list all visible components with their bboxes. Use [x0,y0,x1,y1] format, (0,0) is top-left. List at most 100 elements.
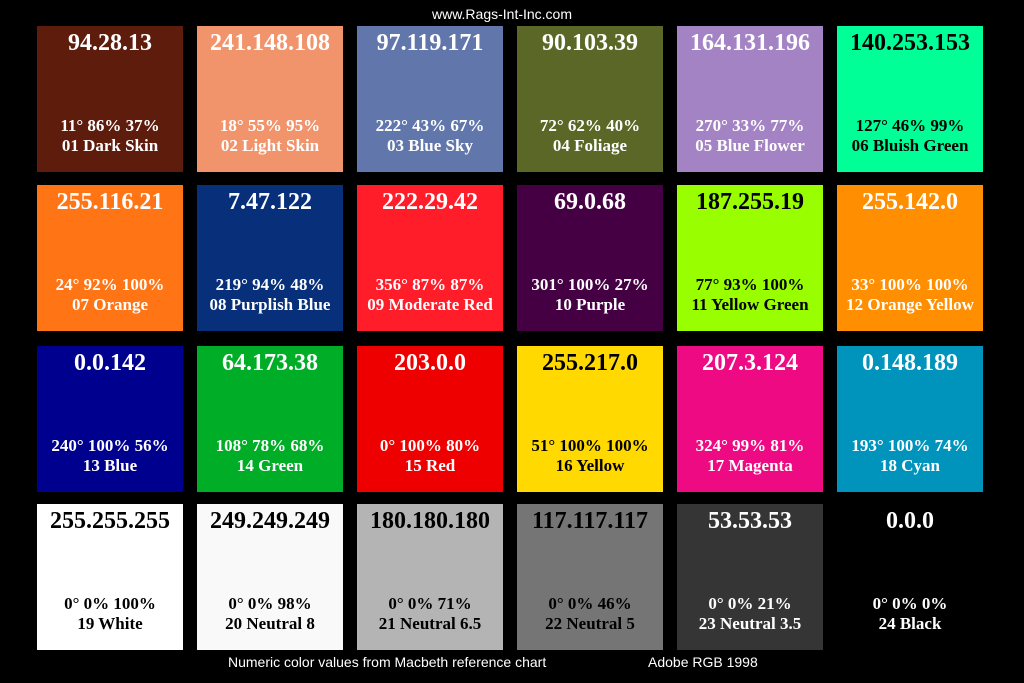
swatch-hsv-value: 0° 0% 0% [872,594,948,613]
swatch-name: 13 Blue [82,456,138,475]
color-swatch: 255.217.0 51° 100% 100% 16 Yellow [517,346,663,492]
swatch-rgb-value: 222.29.42 [382,189,478,215]
swatch-name: 05 Blue Flower [695,136,805,155]
color-swatch: 0.0.142 240° 100% 56% 13 Blue [37,346,183,492]
swatch-hsv-value: 0° 0% 21% [708,594,792,613]
swatch-rgb-value: 249.249.249 [210,508,330,534]
swatch-name: 23 Neutral 3.5 [698,614,802,633]
swatch-rgb-value: 255.255.255 [50,508,170,534]
swatch-name: 09 Moderate Red [367,295,493,314]
swatch-name: 01 Dark Skin [61,136,159,155]
swatch-rgb-value: 187.255.19 [696,189,804,215]
chart-caption: Numeric color values from Macbeth refere… [228,654,547,670]
swatch-hsv-value: 356° 87% 87% [375,275,485,294]
swatch-hsv-value: 0° 0% 71% [388,594,472,613]
swatch-name: 02 Light Skin [220,136,320,155]
swatch-hsv-value: 324° 99% 81% [695,436,805,455]
color-swatch: 241.148.108 18° 55% 95% 02 Light Skin [197,26,343,172]
color-swatch: 203.0.0 0° 100% 80% 15 Red [357,346,503,492]
swatch-name: 18 Cyan [880,456,940,475]
swatch-hsv-value: 193° 100% 74% [851,436,969,455]
swatch-rgb-value: 0.148.189 [862,350,958,376]
swatch-rgb-value: 90.103.39 [542,30,638,56]
swatch-rgb-value: 97.119.171 [376,30,484,56]
color-swatch: 222.29.42 356° 87% 87% 09 Moderate Red [357,185,503,331]
color-swatch: 90.103.39 72° 62% 40% 04 Foliage [517,26,663,172]
swatch-rgb-value: 53.53.53 [708,508,792,534]
swatch-hsv-value: 219° 94% 48% [215,275,325,294]
swatch-name: 06 Bluish Green [851,136,969,155]
swatch-name: 14 Green [236,456,304,475]
swatch-hsv-value: 24° 92% 100% [55,275,165,294]
swatch-name: 24 Black [878,614,942,633]
color-swatch: 0.0.0 0° 0% 0% 24 Black [837,504,983,650]
color-swatch: 164.131.196 270° 33% 77% 05 Blue Flower [677,26,823,172]
color-swatch: 0.148.189 193° 100% 74% 18 Cyan [837,346,983,492]
swatch-hsv-value: 222° 43% 67% [375,116,485,135]
color-swatch: 117.117.117 0° 0% 46% 22 Neutral 5 [517,504,663,650]
swatch-rgb-value: 207.3.124 [702,350,798,376]
swatch-hsv-value: 51° 100% 100% [531,436,649,455]
swatch-name: 16 Yellow [555,456,625,475]
swatch-rgb-value: 7.47.122 [228,189,312,215]
swatch-rgb-value: 0.0.0 [886,508,934,534]
color-swatch: 53.53.53 0° 0% 21% 23 Neutral 3.5 [677,504,823,650]
swatch-hsv-value: 33° 100% 100% [851,275,969,294]
swatch-hsv-value: 127° 46% 99% [855,116,965,135]
swatch-name: 19 White [77,614,143,633]
swatch-name: 20 Neutral 8 [225,614,315,633]
swatch-name: 08 Purplish Blue [209,295,331,314]
swatch-rgb-value: 255.142.0 [862,189,958,215]
swatch-name: 07 Orange [71,295,149,314]
site-url: www.Rags-Int-Inc.com [431,6,573,22]
color-swatch: 187.255.19 77° 93% 100% 11 Yellow Green [677,185,823,331]
swatch-rgb-value: 117.117.117 [531,508,649,534]
swatch-hsv-value: 0° 0% 46% [548,594,632,613]
color-swatch: 69.0.68 301° 100% 27% 10 Purple [517,185,663,331]
swatch-rgb-value: 0.0.142 [74,350,146,376]
color-space-label: Adobe RGB 1998 [648,654,758,670]
color-swatch: 180.180.180 0° 0% 71% 21 Neutral 6.5 [357,504,503,650]
swatch-name: 10 Purple [554,295,626,314]
swatch-name: 21 Neutral 6.5 [378,614,482,633]
swatch-rgb-value: 69.0.68 [554,189,626,215]
color-swatch: 94.28.13 11° 86% 37% 01 Dark Skin [37,26,183,172]
swatch-name: 03 Blue Sky [387,136,473,155]
swatch-hsv-value: 0° 0% 100% [64,594,156,613]
swatch-name: 15 Red [404,456,456,475]
swatch-rgb-value: 203.0.0 [394,350,466,376]
swatch-rgb-value: 164.131.196 [690,30,810,56]
color-swatch: 140.253.153 127° 46% 99% 06 Bluish Green [837,26,983,172]
swatch-rgb-value: 241.148.108 [210,30,330,56]
swatch-hsv-value: 0° 100% 80% [379,436,481,455]
color-swatch: 207.3.124 324° 99% 81% 17 Magenta [677,346,823,492]
swatch-hsv-value: 18° 55% 95% [219,116,321,135]
color-swatch: 255.142.0 33° 100% 100% 12 Orange Yellow [837,185,983,331]
swatch-name: 17 Magenta [707,456,793,475]
swatch-hsv-value: 108° 78% 68% [215,436,325,455]
swatch-hsv-value: 77° 93% 100% [695,275,805,294]
swatch-name: 04 Foliage [552,136,628,155]
color-swatch: 255.116.21 24° 92% 100% 07 Orange [37,185,183,331]
swatch-hsv-value: 72° 62% 40% [539,116,641,135]
swatch-rgb-value: 180.180.180 [370,508,490,534]
swatch-rgb-value: 94.28.13 [68,30,152,56]
swatch-rgb-value: 255.217.0 [542,350,638,376]
color-swatch: 255.255.255 0° 0% 100% 19 White [37,504,183,650]
swatch-rgb-value: 140.253.153 [850,30,970,56]
color-swatch: 97.119.171 222° 43% 67% 03 Blue Sky [357,26,503,172]
swatch-hsv-value: 240° 100% 56% [51,436,169,455]
swatch-name: 11 Yellow Green [691,295,809,314]
swatch-hsv-value: 301° 100% 27% [531,275,649,294]
swatch-hsv-value: 270° 33% 77% [695,116,805,135]
swatch-hsv-value: 11° 86% 37% [60,116,160,135]
swatch-rgb-value: 64.173.38 [222,350,318,376]
color-swatch: 249.249.249 0° 0% 98% 20 Neutral 8 [197,504,343,650]
swatch-name: 12 Orange Yellow [846,295,974,314]
swatch-rgb-value: 255.116.21 [56,189,164,215]
swatch-name: 22 Neutral 5 [545,614,635,633]
color-swatch: 7.47.122 219° 94% 48% 08 Purplish Blue [197,185,343,331]
color-swatch: 64.173.38 108° 78% 68% 14 Green [197,346,343,492]
swatch-hsv-value: 0° 0% 98% [228,594,312,613]
